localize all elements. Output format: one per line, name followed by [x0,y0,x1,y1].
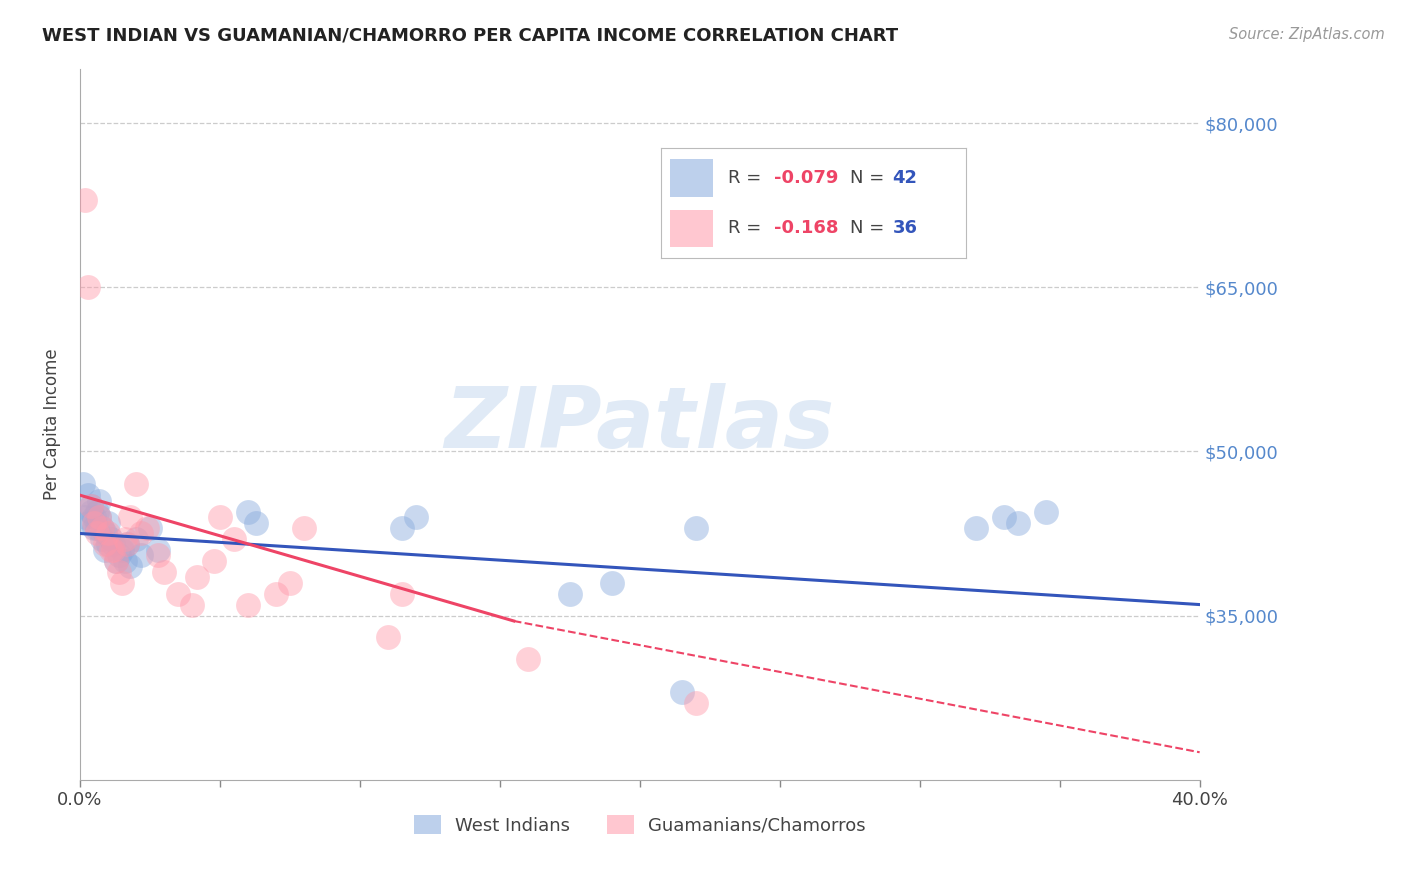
Text: 42: 42 [893,169,918,187]
Point [94,526,117,541]
Point [77,516,100,530]
Point [117,537,139,551]
Point [91,521,114,535]
Point [153,565,176,579]
Point [236,598,259,612]
Point [120,510,142,524]
Point [72,477,94,491]
Point [558,587,581,601]
Point [202,554,225,568]
Point [136,521,159,535]
Point [391,587,413,601]
Point [86,505,108,519]
Point [186,570,208,584]
Point [83,516,105,530]
Point [131,526,153,541]
Point [278,575,301,590]
Point [245,516,267,530]
Point [80,505,103,519]
Point [516,652,538,666]
Point [83,521,105,535]
Point [103,537,125,551]
Point [264,587,287,601]
Point [117,537,139,551]
Point [103,542,125,557]
Point [105,554,128,568]
Point [405,510,427,524]
Point [89,493,111,508]
Point [83,510,105,524]
Legend: West Indians, Guamanians/Chamorros: West Indians, Guamanians/Chamorros [413,815,866,835]
Text: ZIPatlas: ZIPatlas [444,383,835,466]
Point [180,598,202,612]
Point [236,505,259,519]
Point [108,565,131,579]
Text: R =: R = [728,169,766,187]
Point [292,521,315,535]
Point [100,542,122,557]
FancyBboxPatch shape [669,210,713,247]
Point [75,510,97,524]
Point [97,537,120,551]
Point [166,587,188,601]
Point [94,542,117,557]
Point [100,532,122,546]
Point [86,526,108,541]
Text: -0.079: -0.079 [773,169,838,187]
Point [108,549,131,563]
Point [80,499,103,513]
Point [77,280,100,294]
Point [208,510,231,524]
Point [114,554,136,568]
Point [94,537,117,551]
Text: N =: N = [849,219,890,237]
Point [111,575,134,590]
Point [993,510,1015,524]
Point [86,521,108,535]
Point [685,696,707,710]
Point [131,549,153,563]
Point [222,532,245,546]
Text: 36: 36 [893,219,918,237]
Point [111,542,134,557]
Point [685,521,707,535]
Point [91,532,114,546]
Point [148,542,170,557]
Point [148,549,170,563]
Point [391,521,413,535]
Point [139,521,162,535]
Point [600,575,623,590]
Point [75,193,97,207]
Point [89,510,111,524]
Point [80,499,103,513]
Point [120,559,142,574]
Text: Source: ZipAtlas.com: Source: ZipAtlas.com [1229,27,1385,42]
Y-axis label: Per Capita Income: Per Capita Income [44,348,60,500]
Point [97,526,120,541]
Point [125,477,148,491]
Point [965,521,987,535]
Point [97,516,120,530]
Text: N =: N = [849,169,890,187]
Point [114,532,136,546]
FancyBboxPatch shape [669,160,713,196]
Point [671,685,693,699]
Text: R =: R = [728,219,766,237]
Point [1035,505,1057,519]
Point [105,554,128,568]
Point [377,631,399,645]
Point [91,521,114,535]
Point [89,510,111,524]
Text: -0.168: -0.168 [773,219,838,237]
Point [125,532,148,546]
Text: WEST INDIAN VS GUAMANIAN/CHAMORRO PER CAPITA INCOME CORRELATION CHART: WEST INDIAN VS GUAMANIAN/CHAMORRO PER CA… [42,27,898,45]
Point [1007,516,1029,530]
Point [77,488,100,502]
